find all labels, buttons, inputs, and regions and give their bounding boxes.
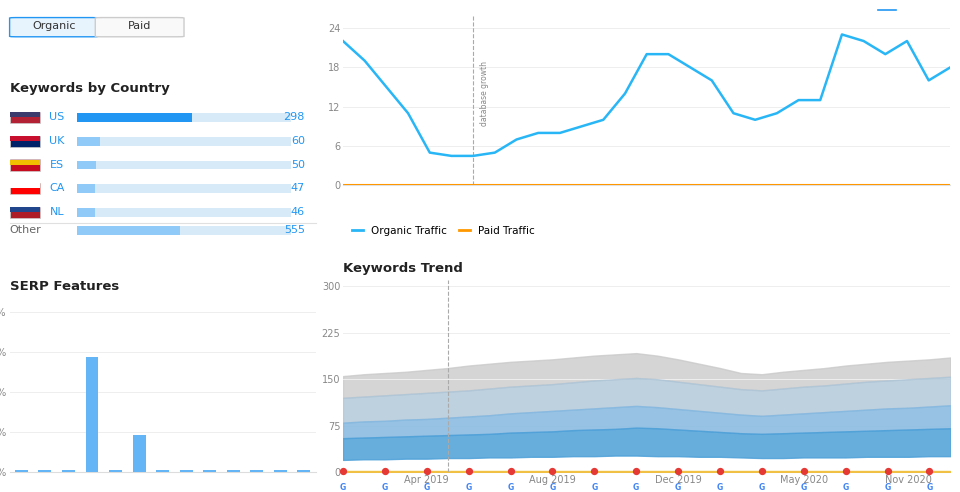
FancyBboxPatch shape bbox=[77, 137, 100, 146]
Point bbox=[922, 467, 937, 475]
FancyBboxPatch shape bbox=[10, 207, 40, 212]
Legend: Organic Traffic, Paid Traffic: Organic Traffic, Paid Traffic bbox=[348, 221, 540, 240]
FancyBboxPatch shape bbox=[10, 183, 40, 188]
Text: NL: NL bbox=[49, 207, 64, 217]
FancyBboxPatch shape bbox=[77, 113, 291, 122]
Text: G: G bbox=[591, 484, 597, 492]
Text: ES: ES bbox=[49, 160, 63, 170]
Text: G: G bbox=[508, 484, 514, 492]
Point bbox=[796, 467, 811, 475]
FancyBboxPatch shape bbox=[10, 207, 40, 218]
Bar bbox=[156, 470, 169, 472]
Bar bbox=[38, 470, 52, 472]
Text: UK: UK bbox=[49, 136, 64, 146]
Text: 555: 555 bbox=[284, 225, 305, 235]
Text: Keywords Trend: Keywords Trend bbox=[343, 262, 463, 275]
FancyBboxPatch shape bbox=[10, 159, 40, 165]
Text: G: G bbox=[549, 484, 556, 492]
FancyBboxPatch shape bbox=[77, 160, 96, 169]
Text: G: G bbox=[758, 484, 765, 492]
FancyBboxPatch shape bbox=[77, 184, 95, 193]
Point bbox=[420, 467, 435, 475]
Point bbox=[670, 467, 685, 475]
Text: G: G bbox=[843, 484, 849, 492]
Text: G: G bbox=[801, 484, 807, 492]
Point bbox=[335, 467, 350, 475]
Text: G: G bbox=[382, 484, 388, 492]
Point bbox=[629, 467, 644, 475]
FancyBboxPatch shape bbox=[10, 183, 40, 194]
Text: G: G bbox=[466, 484, 471, 492]
Bar bbox=[251, 470, 263, 472]
Point bbox=[712, 467, 728, 475]
Bar bbox=[85, 357, 99, 472]
Text: G: G bbox=[423, 484, 430, 492]
Text: 60: 60 bbox=[291, 136, 305, 146]
FancyBboxPatch shape bbox=[77, 226, 291, 235]
Text: Other: Other bbox=[10, 225, 41, 235]
FancyBboxPatch shape bbox=[95, 18, 184, 37]
Point bbox=[503, 467, 518, 475]
Text: database growth: database growth bbox=[480, 61, 489, 126]
Text: 298: 298 bbox=[283, 112, 305, 123]
Text: Keywords by Country: Keywords by Country bbox=[10, 83, 169, 95]
Point bbox=[587, 467, 602, 475]
Point bbox=[461, 467, 476, 475]
Bar bbox=[227, 470, 240, 472]
Text: Organic: Organic bbox=[33, 22, 76, 31]
Text: G: G bbox=[633, 484, 639, 492]
Bar bbox=[274, 470, 287, 472]
FancyBboxPatch shape bbox=[10, 112, 40, 123]
Text: Paid: Paid bbox=[128, 22, 152, 31]
Bar bbox=[15, 470, 28, 472]
Point bbox=[755, 467, 770, 475]
Bar bbox=[62, 470, 75, 472]
Text: CA: CA bbox=[49, 184, 64, 193]
FancyBboxPatch shape bbox=[10, 136, 40, 141]
Point bbox=[377, 467, 393, 475]
Text: US: US bbox=[49, 112, 64, 123]
FancyBboxPatch shape bbox=[77, 137, 291, 146]
Text: G: G bbox=[884, 484, 891, 492]
Bar bbox=[180, 470, 193, 472]
Bar bbox=[132, 435, 146, 472]
Text: G: G bbox=[926, 484, 932, 492]
Point bbox=[838, 467, 853, 475]
Bar bbox=[109, 470, 122, 472]
Point bbox=[880, 467, 896, 475]
FancyBboxPatch shape bbox=[77, 208, 95, 217]
Text: SERP Features: SERP Features bbox=[10, 280, 119, 293]
Bar bbox=[204, 470, 216, 472]
Text: 47: 47 bbox=[291, 184, 305, 193]
Text: 46: 46 bbox=[291, 207, 305, 217]
FancyBboxPatch shape bbox=[77, 226, 180, 235]
FancyBboxPatch shape bbox=[77, 184, 291, 193]
FancyBboxPatch shape bbox=[77, 113, 192, 122]
FancyBboxPatch shape bbox=[10, 112, 40, 118]
Point bbox=[544, 467, 560, 475]
Text: G: G bbox=[340, 484, 347, 492]
FancyBboxPatch shape bbox=[77, 160, 291, 169]
FancyBboxPatch shape bbox=[10, 18, 98, 37]
FancyBboxPatch shape bbox=[10, 159, 40, 171]
Text: G: G bbox=[717, 484, 723, 492]
Text: 50: 50 bbox=[291, 160, 305, 170]
FancyBboxPatch shape bbox=[10, 136, 40, 147]
Text: G: G bbox=[675, 484, 682, 492]
FancyBboxPatch shape bbox=[77, 208, 291, 217]
Bar bbox=[298, 470, 310, 472]
